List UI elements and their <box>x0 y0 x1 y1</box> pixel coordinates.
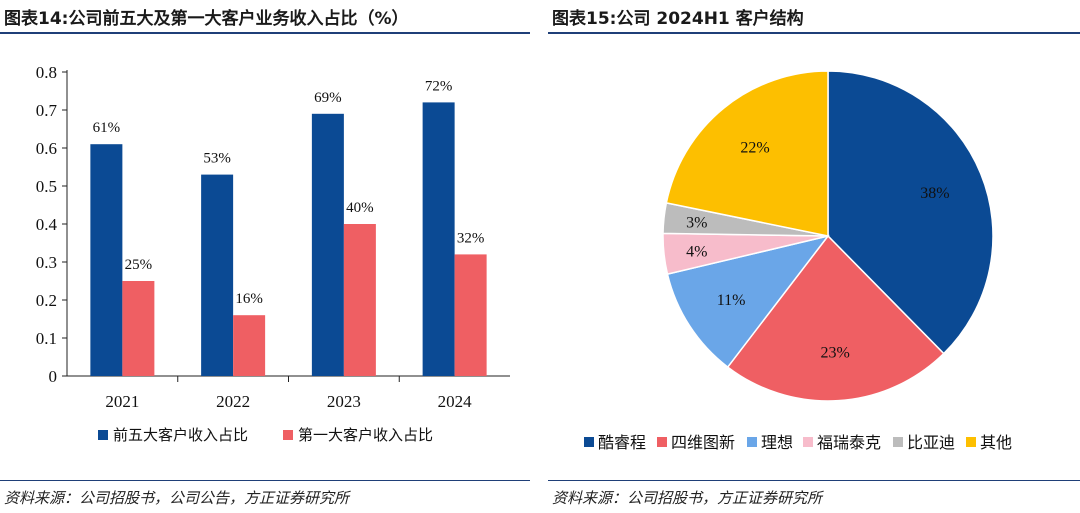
legend-label: 理想 <box>761 433 793 452</box>
legend-label: 酷睿程 <box>598 433 646 452</box>
x-tick-label: 2021 <box>105 392 139 411</box>
legend-swatch <box>966 437 976 447</box>
y-tick-label: 0.3 <box>36 253 57 272</box>
bar-top1-2024 <box>454 254 487 376</box>
x-tick-label: 2022 <box>216 392 250 411</box>
legend-swatch <box>657 437 667 447</box>
right-panel: 图表15:公司 2024H1 客户结构 38% 23% 11% 4% 3% 22% 酷睿程 四… <box>548 0 1080 513</box>
x-tick-label: 2024 <box>438 392 473 411</box>
y-tick-label: 0.4 <box>36 215 58 234</box>
right-title-rule <box>548 32 1080 34</box>
bar-data-label: 61% <box>93 120 121 136</box>
pie-slice-label: 23% <box>821 344 850 361</box>
bar-data-label: 72% <box>425 78 453 94</box>
bar-top1-2022 <box>233 315 266 376</box>
y-tick-label: 0 <box>49 367 58 386</box>
pie-slice-label: 38% <box>920 185 949 202</box>
legend-label: 前五大客户收入占比 <box>113 426 248 444</box>
left-panel: 图表14:公司前五大及第一大客户业务收入占比（%） 0 0.1 0.2 0.3 0.4 0… <box>0 0 530 513</box>
y-tick-label: 0.1 <box>36 329 57 348</box>
pie-slice-5 <box>665 70 829 237</box>
y-tick-label: 0.2 <box>36 291 57 310</box>
bar-data-label: 69% <box>314 90 342 106</box>
legend-label: 四维图新 <box>671 433 735 452</box>
y-tick-label: 0.5 <box>36 177 57 196</box>
x-tick-label: 2023 <box>327 392 361 411</box>
pie-slice-label: 11% <box>717 292 746 309</box>
pie-slice-2 <box>666 234 830 369</box>
pie-slice-label: 3% <box>686 215 707 232</box>
bar-data-label: 40% <box>346 200 374 216</box>
pie-slice-1 <box>726 234 945 402</box>
bar-top1-2023 <box>343 224 376 376</box>
bar-data-label: 25% <box>125 257 153 273</box>
legend-label: 第一大客户收入占比 <box>298 426 433 444</box>
bar-top5-2021 <box>90 144 123 376</box>
legend-label: 比亚迪 <box>907 433 955 452</box>
bar-data-label: 32% <box>457 230 485 246</box>
left-bottom-rule <box>0 480 530 481</box>
right-chart-title: 图表15:公司 2024H1 客户结构 <box>552 9 804 29</box>
right-source-note: 资料来源：公司招股书，方正证券研究所 <box>552 489 823 507</box>
y-tick-label: 0.7 <box>36 101 58 120</box>
pie-slice-label: 4% <box>686 243 707 260</box>
bar-top5-2024 <box>422 102 455 377</box>
pie-chart: 38% 23% 11% 4% 3% 22% 酷睿程 四维图新 理想 福瑞泰克 比亚迪 其他 <box>584 70 1012 452</box>
bar-top5-2023 <box>311 113 344 377</box>
legend-label: 其他 <box>980 433 1012 452</box>
pie-slice-label: 22% <box>740 140 769 157</box>
left-source-note: 资料来源：公司招股书，公司公告，方正证券研究所 <box>4 489 350 507</box>
left-chart-title: 图表14:公司前五大及第一大客户业务收入占比（%） <box>4 9 409 29</box>
bar-chart: 0 0.1 0.2 0.3 0.4 0.5 0.6 0.7 0.8 2021 61% 25% 2022 5… <box>36 63 510 444</box>
legend-label: 福瑞泰克 <box>817 433 881 452</box>
y-tick-label: 0.6 <box>36 139 57 158</box>
legend-swatch <box>283 430 293 440</box>
left-title-rule <box>0 32 530 34</box>
legend-swatch <box>98 430 108 440</box>
bar-data-label: 53% <box>203 151 231 167</box>
bar-data-label: 16% <box>235 291 263 307</box>
legend-swatch <box>584 437 594 447</box>
legend-swatch <box>893 437 903 447</box>
bar-top1-2021 <box>122 281 155 376</box>
legend-swatch <box>803 437 813 447</box>
pie-slice-0 <box>827 70 994 355</box>
right-bottom-rule <box>548 480 1080 481</box>
legend-swatch <box>747 437 757 447</box>
y-tick-label: 0.8 <box>36 63 57 82</box>
bar-top5-2022 <box>201 174 234 376</box>
